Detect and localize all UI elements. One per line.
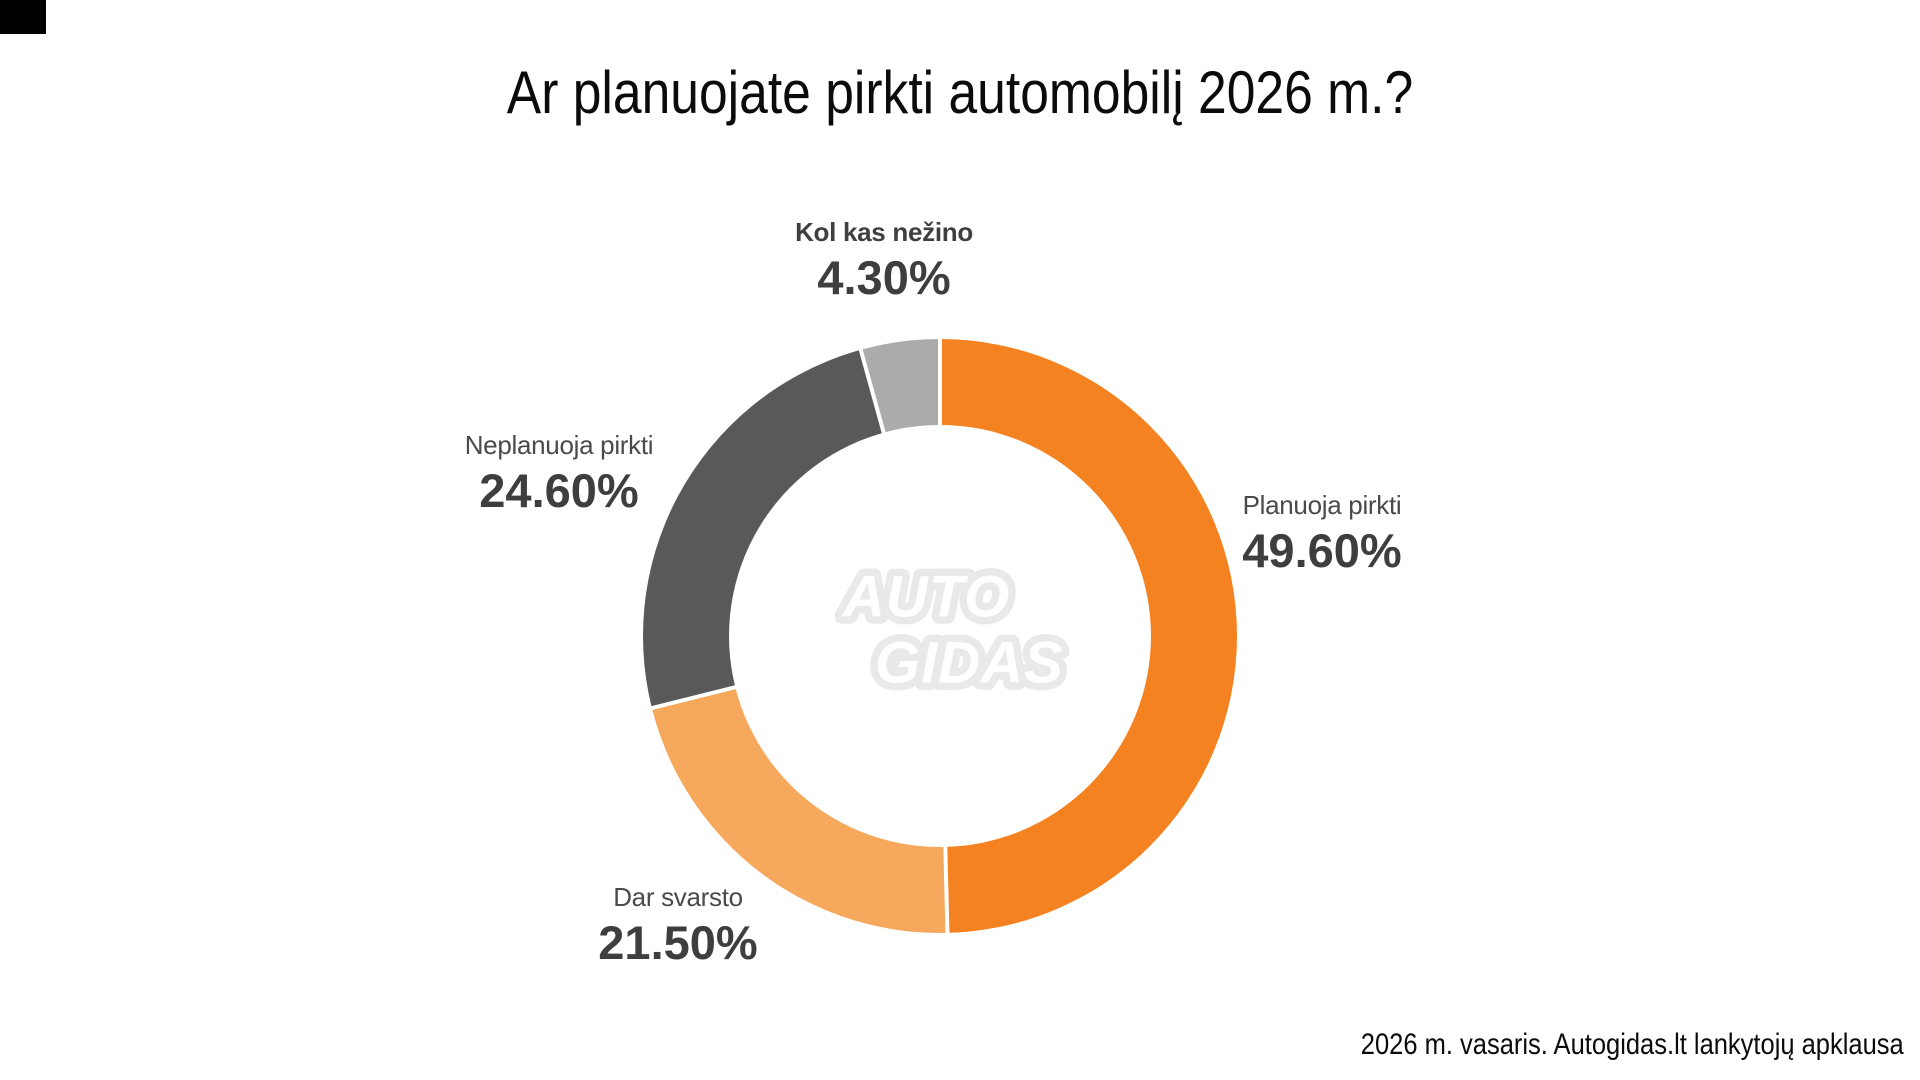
corner-artifact <box>0 0 46 34</box>
donut-hole <box>729 425 1151 847</box>
slice-name: Kol kas nežino <box>795 217 973 247</box>
logo-word-auto: AUTO <box>841 565 1010 630</box>
slice-percent: 49.60% <box>1242 524 1402 577</box>
slice-label-kol-kas-nezino: Kol kas nežino 4.30% <box>724 216 1044 304</box>
page-title-text: Ar planuojate pirkti automobilį 2026 m.? <box>506 59 1414 126</box>
slice-label-planuoja-pirkti: Planuoja pirkti 49.60% <box>1162 489 1482 577</box>
source-note: 2026 m. vasaris. Autogidas.lt lankytojų … <box>1361 1028 1904 1061</box>
donut-chart: AUTO GIDAS <box>643 339 1237 933</box>
logo-word-gidas: GIDAS <box>875 631 1064 695</box>
autogidas-watermark: AUTO GIDAS <box>834 555 1085 703</box>
slice-label-dar-svarsto: Dar svarsto 21.50% <box>518 881 838 969</box>
autogidas-logo-svg: AUTO GIDAS <box>834 557 1071 703</box>
slice-name: Dar svarsto <box>613 882 743 912</box>
slice-percent: 4.30% <box>817 251 951 304</box>
slice-percent: 21.50% <box>598 916 758 969</box>
slice-percent: 24.60% <box>479 464 639 517</box>
page-title: Ar planuojate pirkti automobilį 2026 m.? <box>0 58 1920 127</box>
slice-label-neplanuoja-pirkti: Neplanuoja pirkti 24.60% <box>399 429 719 517</box>
slice-name: Planuoja pirkti <box>1242 490 1402 520</box>
slice-name: Neplanuoja pirkti <box>464 430 654 460</box>
